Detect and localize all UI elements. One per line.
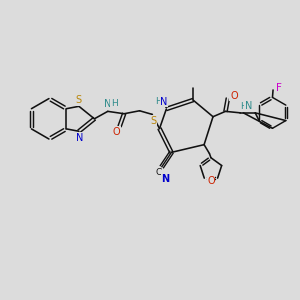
- Text: H: H: [241, 102, 247, 111]
- Text: H: H: [154, 97, 161, 106]
- Text: O: O: [113, 127, 121, 136]
- Text: O: O: [207, 176, 215, 185]
- Text: H: H: [111, 98, 118, 107]
- Text: N: N: [161, 173, 169, 184]
- Text: N: N: [245, 101, 252, 111]
- Text: S: S: [75, 95, 81, 105]
- Text: O: O: [230, 91, 238, 101]
- Text: N: N: [104, 99, 112, 109]
- Text: C: C: [156, 168, 162, 177]
- Text: S: S: [150, 116, 156, 126]
- Text: N: N: [76, 133, 83, 143]
- Text: F: F: [276, 83, 282, 93]
- Text: N: N: [160, 97, 168, 106]
